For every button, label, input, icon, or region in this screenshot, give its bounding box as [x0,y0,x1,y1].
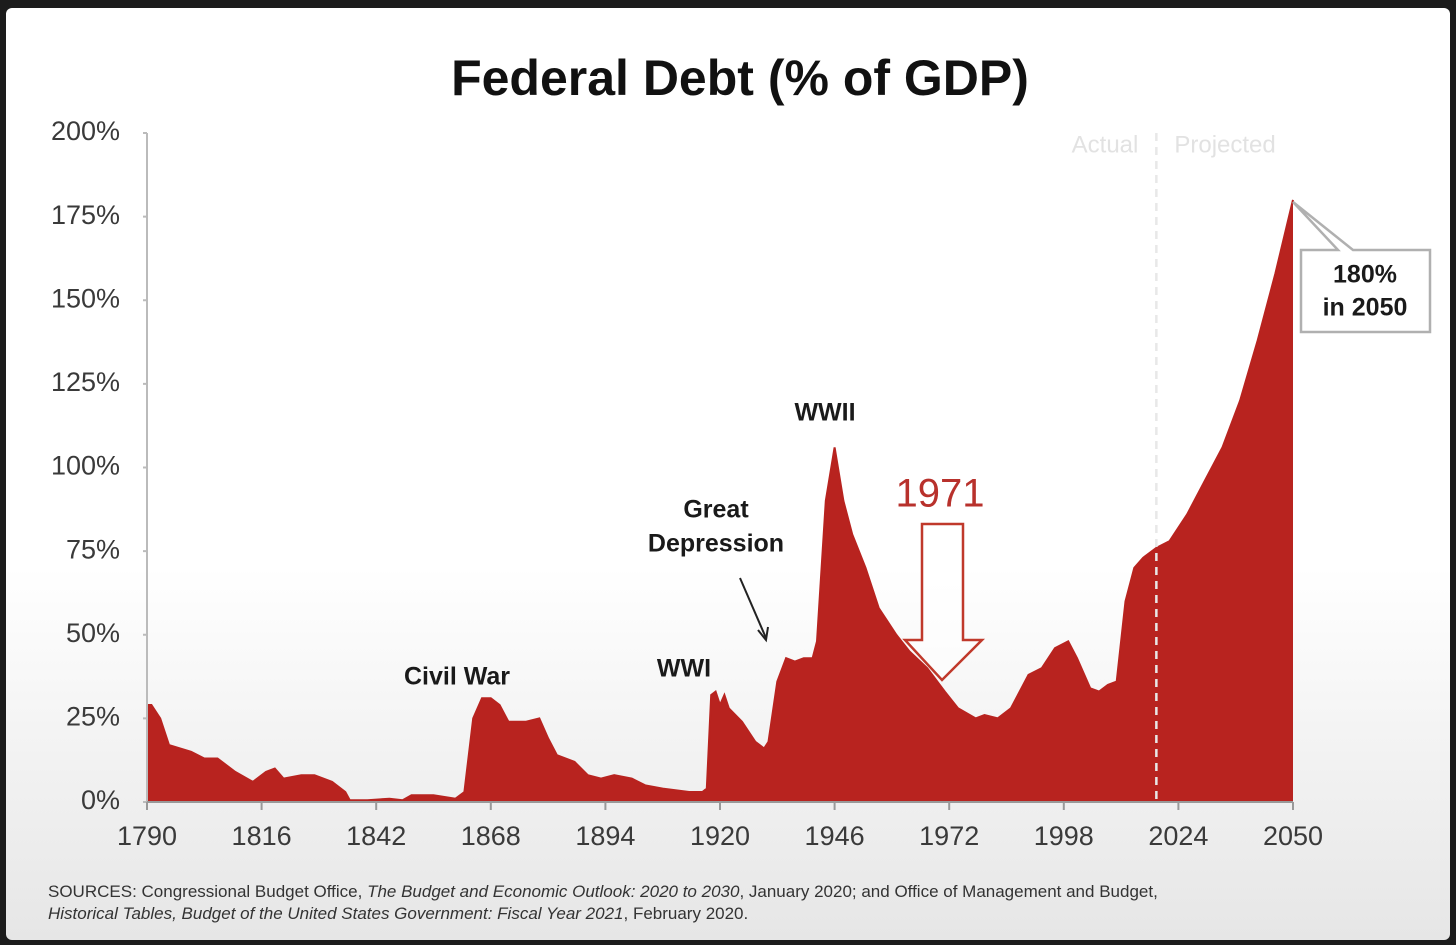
divider-label: Actual [1072,131,1139,158]
x-tick-label: 1894 [575,821,635,851]
annotation-arrowhead [757,626,769,643]
source-part: Historical Tables, Budget of the United … [48,904,624,923]
annotation-arrow [739,577,767,639]
area-fill [147,199,1293,802]
area-line [147,199,1294,802]
y-tick-label: 150% [51,283,120,313]
y-tick-label: 0% [81,785,120,815]
y-tick-label: 100% [51,451,120,481]
x-tick-label: 1790 [117,821,177,851]
source-part: SOURCES: Congressional Budget Office, [48,882,367,901]
source-part: , February 2020. [624,904,749,923]
y-tick-label: 200% [51,116,120,146]
source-part: , January 2020; and Office of Management… [739,882,1157,901]
x-tick-label: 1972 [919,821,979,851]
y-tick-label: 125% [51,367,120,397]
y-tick-label: 50% [66,618,120,648]
sources: Historical Tables, Budget of the United … [48,904,748,923]
x-tick-label: 1998 [1034,821,1094,851]
y-tick-label: 175% [51,200,120,230]
annotation: Depression [648,530,784,558]
annotation-1971: 1971 [896,472,985,516]
y-tick-label: 25% [66,702,120,732]
y-tick-label: 75% [66,534,120,564]
x-tick-label: 2050 [1263,821,1323,851]
callout-text: 180% [1333,261,1397,289]
x-tick-label: 1946 [805,821,865,851]
annotation: Great [683,496,749,524]
x-tick-label: 1842 [346,821,406,851]
source-part: The Budget and Economic Outlook: 2020 to… [367,882,740,901]
annotation: WWII [794,399,855,427]
arrow-1971 [902,522,986,682]
callout-box [1292,201,1432,334]
sources: SOURCES: Congressional Budget Office, Th… [48,882,1158,901]
chart-title: Federal Debt (% of GDP) [451,50,1029,106]
callout-text: in 2050 [1323,294,1408,322]
x-tick-label: 1920 [690,821,750,851]
divider-label: Projected [1174,131,1275,158]
annotation: Civil War [404,663,510,691]
annotation: WWI [657,655,711,683]
x-tick-label: 1868 [461,821,521,851]
x-tick-label: 2024 [1148,821,1208,851]
x-tick-label: 1816 [232,821,292,851]
